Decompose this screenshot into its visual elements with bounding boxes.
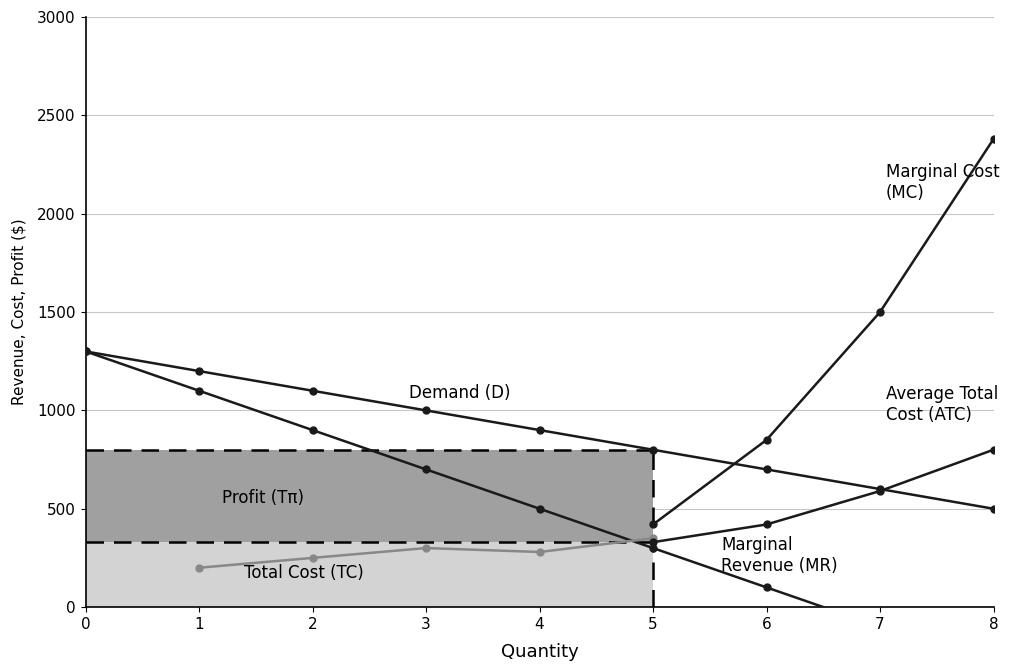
X-axis label: Quantity: Quantity bbox=[501, 643, 579, 661]
Text: Demand (D): Demand (D) bbox=[409, 384, 511, 402]
Text: Average Total
Cost (ATC): Average Total Cost (ATC) bbox=[886, 386, 998, 424]
Bar bbox=[86, 450, 653, 542]
Y-axis label: Revenue, Cost, Profit ($): Revenue, Cost, Profit ($) bbox=[11, 219, 26, 405]
Text: Profit (Tπ): Profit (Tπ) bbox=[222, 489, 304, 507]
Text: Marginal
Revenue (MR): Marginal Revenue (MR) bbox=[721, 536, 838, 575]
Bar bbox=[86, 542, 653, 607]
Text: Marginal Cost
(MC): Marginal Cost (MC) bbox=[886, 163, 999, 202]
Text: Total Cost (TC): Total Cost (TC) bbox=[245, 564, 365, 582]
